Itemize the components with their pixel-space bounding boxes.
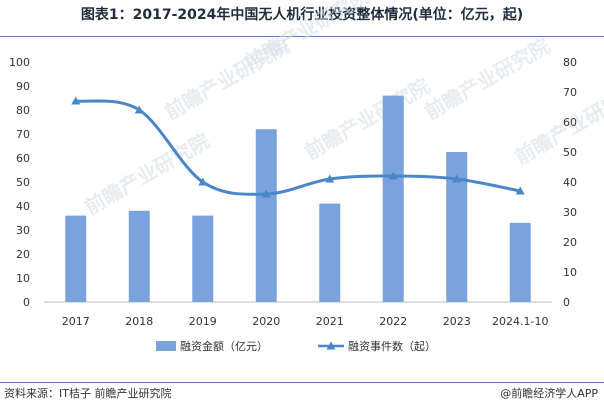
line-point-marker: [388, 171, 398, 180]
brand-note: @前瞻经济学人APP: [500, 387, 598, 400]
x-tick-label: 2018: [125, 315, 153, 328]
bar: [65, 215, 87, 302]
line-point-marker: [452, 174, 462, 183]
line-point-marker: [325, 174, 335, 183]
line-point-marker: [261, 189, 271, 198]
bar: [128, 210, 150, 302]
y-left-tick-label: 100: [9, 56, 30, 69]
watermark-text: 前瞻产业研究院: [301, 74, 434, 165]
title-rule: [0, 36, 604, 37]
legend: 融资金额（亿元） 融资事件数（起）: [156, 339, 436, 353]
x-tick-label: 2020: [252, 315, 280, 328]
y-left-tick-label: 60: [16, 152, 30, 165]
line-point-marker: [71, 96, 81, 105]
y-right-tick-label: 60: [563, 116, 577, 129]
y-right-tick-label: 80: [563, 56, 577, 69]
y-left-tick-label: 20: [16, 248, 30, 261]
bar: [319, 203, 341, 302]
legend-bar-label: 融资金额（亿元）: [180, 339, 268, 353]
y-left-tick-label: 10: [16, 272, 30, 285]
line-point-marker: [198, 177, 208, 186]
line-point-marker: [134, 105, 144, 114]
y-left-tick-label: 40: [16, 200, 30, 213]
y-right-tick-label: 20: [563, 236, 577, 249]
y-left-tick-label: 80: [16, 104, 30, 117]
y-left-tick-label: 0: [23, 296, 30, 309]
watermark-text: 前瞻产业研究院: [241, 0, 374, 74]
x-tick-label: 2022: [379, 315, 407, 328]
x-tick-label: 2021: [316, 315, 344, 328]
bar: [382, 95, 404, 302]
y-right-tick-label: 50: [563, 146, 577, 159]
footer-rule: [0, 382, 604, 383]
y-left-tick-label: 50: [16, 176, 30, 189]
x-tick-labels: 2017 2018 2019 2020 2021 2022 2023 2024.1-10: [62, 315, 549, 328]
y-right-tick-label: 0: [563, 296, 570, 309]
x-tick-label: 2024.1-10: [492, 315, 548, 328]
legend-line-marker: [326, 341, 336, 350]
watermark-text: 前瞻产业研究院: [421, 34, 554, 125]
bar: [509, 222, 531, 302]
y-right-tick-label: 70: [563, 86, 577, 99]
axes: 0 10 20 30 40 50 60 70 80 90 100 0 10 20 30 40 50 60 70 80: [9, 56, 577, 309]
watermark-text: 前瞻产业研究院: [511, 79, 604, 170]
y-right-tick-label: 40: [563, 176, 577, 189]
y-right-tick-label: 30: [563, 206, 577, 219]
x-tick-label: 2023: [443, 315, 471, 328]
y-right-tick-label: 10: [563, 266, 577, 279]
bar: [255, 129, 277, 302]
legend-bar-swatch: [156, 341, 176, 351]
y-left-tick-label: 70: [16, 128, 30, 141]
x-tick-label: 2019: [189, 315, 217, 328]
source-note: 资料来源：IT桔子 前瞻产业研究院: [4, 387, 172, 400]
y-left-tick-label: 90: [16, 80, 30, 93]
bar: [192, 215, 214, 302]
line-series: [71, 96, 525, 198]
x-tick-label: 2017: [62, 315, 90, 328]
chart-title: 图表1：2017-2024年中国无人机行业投资整体情况(单位：亿元，起): [80, 7, 524, 23]
y-left-tick-label: 30: [16, 224, 30, 237]
bar: [446, 152, 468, 302]
line-point-marker: [515, 186, 525, 195]
bar-series: [65, 95, 531, 302]
legend-line-label: 融资事件数（起）: [348, 340, 436, 353]
